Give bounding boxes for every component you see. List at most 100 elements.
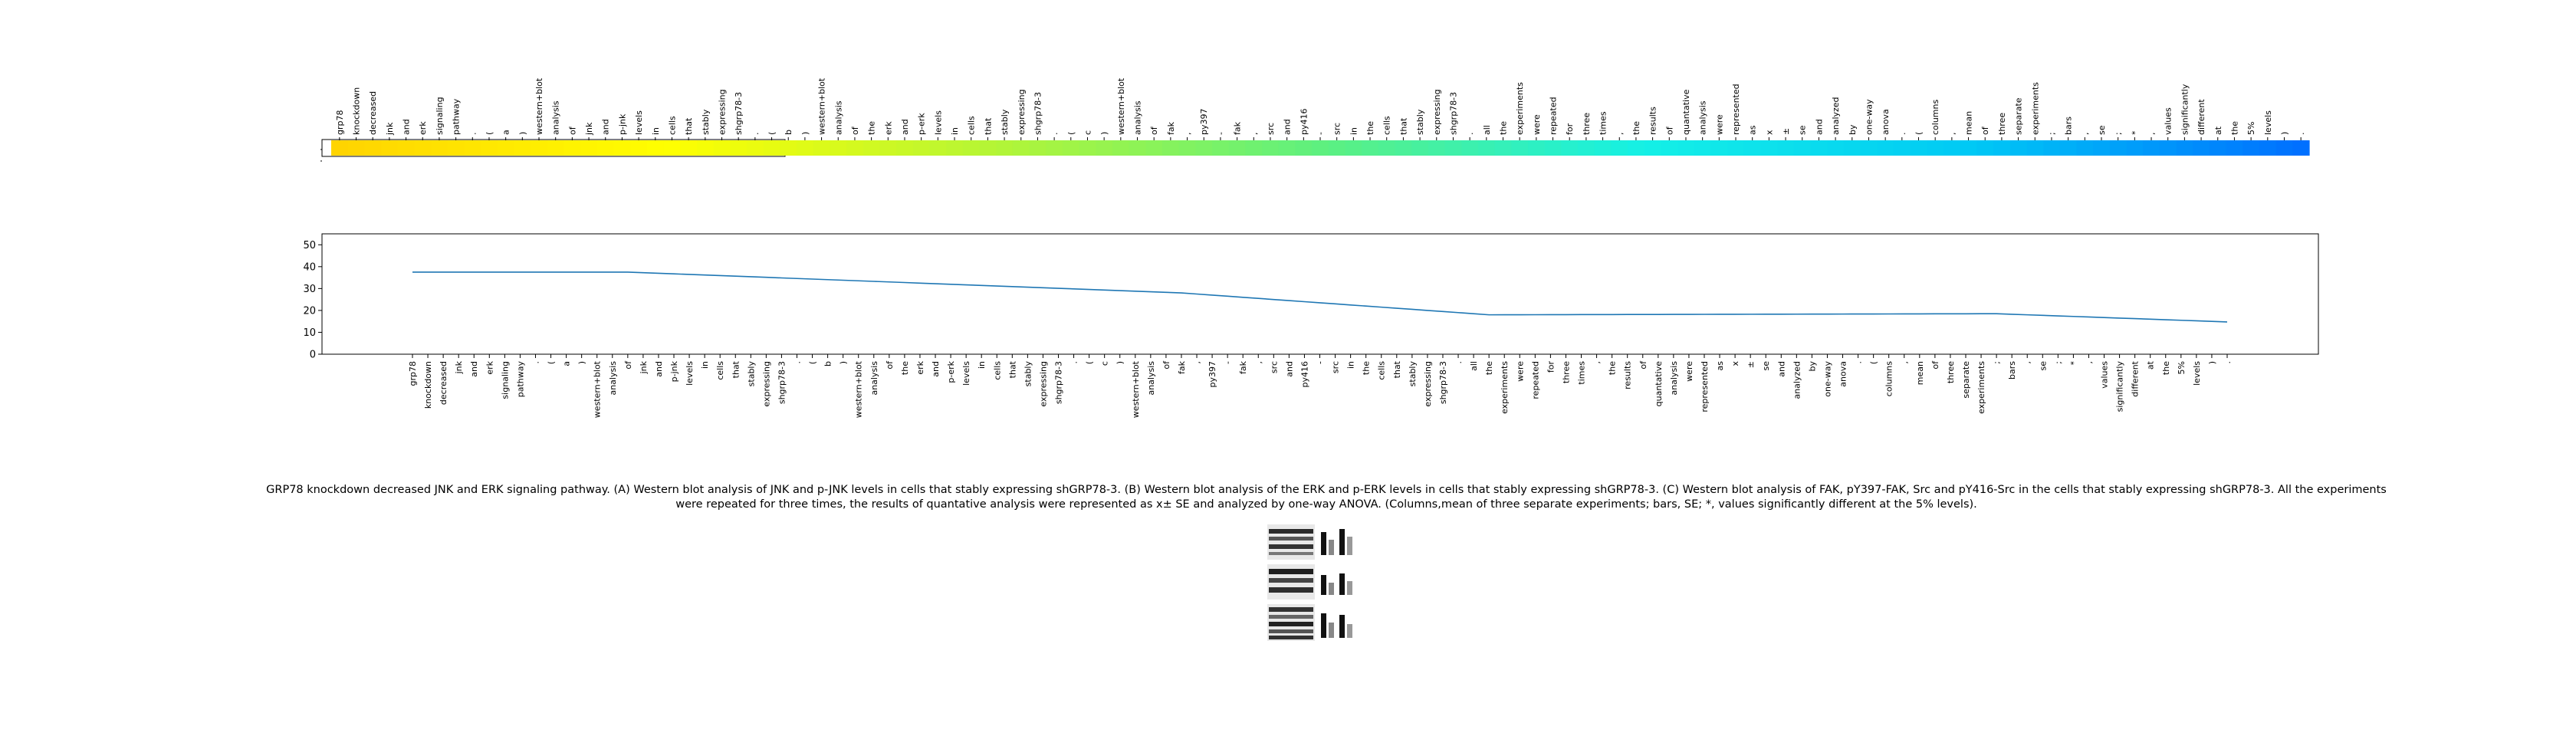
- x-axis-token-label: shgrp78-3: [777, 361, 787, 404]
- x-axis-token-label: ±: [1746, 361, 1756, 368]
- colorbar-token-label: analysis: [1698, 100, 1708, 135]
- colorbar-cell: [1228, 140, 1247, 156]
- y-axis-tick-label: 0: [310, 350, 316, 361]
- x-axis-token-label: analysis: [1669, 361, 1679, 396]
- colorbar-cell: [2043, 140, 2061, 156]
- colorbar-cell: [846, 140, 864, 156]
- colorbar-token-label: stably: [1000, 109, 1010, 135]
- x-axis-token-label: the: [900, 361, 910, 375]
- colorbar-token-label: western+blot: [534, 77, 544, 135]
- colorbar-token-label: columns: [1930, 100, 1940, 135]
- colorbar-token-label: cells: [667, 116, 677, 135]
- colorbar-token-label: separate: [2014, 97, 2024, 135]
- x-axis-token-label: cells: [1377, 361, 1387, 380]
- x-axis-token-label: src: [1331, 361, 1341, 373]
- colorbar-token-label: the: [1365, 121, 1375, 135]
- x-axis-token-label: .: [1854, 361, 1864, 364]
- x-axis-token-label: quantative: [1654, 361, 1664, 407]
- x-axis-token-label: analysis: [1146, 361, 1156, 396]
- x-axis-token-label: were: [1684, 361, 1694, 382]
- colorbar-cell: [1677, 140, 1695, 156]
- colorbar-cell: [1428, 140, 1446, 156]
- colorbar-cell: [912, 140, 931, 156]
- colorbar-token-label: of: [1980, 126, 1990, 135]
- x-axis-token-label: in: [977, 361, 987, 369]
- colorbar-token-label: analysis: [833, 100, 843, 135]
- colorbar-token-label: that: [684, 117, 694, 135]
- x-axis-token-label: ,: [1592, 361, 1602, 364]
- x-axis-token-label: three: [1561, 361, 1571, 383]
- colorbar-token-label: the: [1498, 121, 1508, 135]
- colorbar-token-label: and: [402, 119, 412, 135]
- colorbar-cell: [1793, 140, 1812, 156]
- x-axis-token-label: analysis: [869, 361, 879, 396]
- colorbar-token-label: levels: [2263, 110, 2273, 135]
- colorbar-token-label: levels: [634, 110, 644, 135]
- colorbar-cell: [1328, 140, 1346, 156]
- colorbar-cell: [1378, 140, 1396, 156]
- colorbar-token-label: (: [767, 132, 777, 135]
- colorbar-cell: [1079, 140, 1096, 156]
- colorbar-cell: [1096, 140, 1113, 156]
- x-axis-token-label: levels: [2192, 361, 2202, 386]
- colorbar-cell: [1494, 140, 1512, 156]
- colorbar-token-label: (: [485, 132, 495, 135]
- colorbar-cell: [1628, 140, 1645, 156]
- colorbar-token-label: ): [800, 132, 810, 135]
- x-axis-token-label: experiments: [1976, 361, 1986, 414]
- colorbar-token-label: all: [1482, 125, 1492, 135]
- x-axis-token-label: analysis: [608, 361, 618, 396]
- colorbar-cell: [1411, 140, 1429, 156]
- x-axis-token-label: as: [1715, 361, 1725, 371]
- colorbar-cell: [1827, 140, 1845, 156]
- x-axis-token-label: cells: [992, 361, 1002, 380]
- colorbar-cell: [447, 140, 465, 156]
- colorbar-token-label: (: [1914, 132, 1924, 135]
- x-axis-token-label: a: [562, 361, 572, 366]
- x-axis-token-label: decreased: [439, 361, 449, 405]
- colorbar-token-label: anova: [1881, 109, 1891, 135]
- colorbar-token-label: significantly: [2180, 84, 2190, 135]
- x-axis-token-label: were: [1515, 361, 1525, 382]
- x-axis-token-label: ;: [2053, 361, 2063, 364]
- colorbar-cell: [2275, 140, 2293, 156]
- x-axis-token-label: grp78: [408, 361, 418, 386]
- colorbar-token-label: 5%: [2246, 122, 2256, 135]
- colorbar-token-label: that: [1398, 117, 1408, 135]
- colorbar-cell: [680, 140, 698, 156]
- colorbar-cell: [1012, 140, 1030, 156]
- x-axis-token-label: repeated: [1530, 361, 1540, 399]
- x-axis-token-label: ): [577, 361, 587, 364]
- colorbar-cell: [613, 140, 631, 156]
- colorbar-cell: [1245, 140, 1263, 156]
- colorbar-cell: [646, 140, 665, 156]
- x-axis-token-label: of: [1930, 360, 1940, 370]
- x-axis-token-label: anova: [1838, 361, 1848, 387]
- colorbar-cell: [1743, 140, 1762, 156]
- x-axis-token-label: (: [1085, 361, 1095, 364]
- colorbar-cell: [1528, 140, 1546, 156]
- colorbar-token-label: .: [1050, 133, 1060, 136]
- colorbar-cell: [879, 140, 897, 156]
- colorbar-token-label: ,: [1947, 133, 1957, 136]
- colorbar-cell: [2076, 140, 2094, 156]
- x-axis-token-label: columns: [1884, 361, 1894, 396]
- x-axis-token-label: py416: [1300, 361, 1309, 388]
- colorbar-cell: [2193, 140, 2210, 156]
- x-axis-token-label: in: [700, 361, 710, 369]
- colorbar-token-label: shgrp78-3: [1033, 92, 1043, 135]
- x-axis-token-label: knockdown: [423, 361, 433, 409]
- x-axis-token-label: represented: [1700, 361, 1710, 412]
- colorbar-cell: [780, 140, 797, 156]
- figure-thumbnail: [1261, 521, 1384, 644]
- colorbar-cell: [1112, 140, 1130, 156]
- x-axis-token-label: *: [2068, 361, 2078, 366]
- colorbar-cell: [531, 140, 548, 156]
- colorbar-token-label: erk: [418, 121, 428, 135]
- x-axis-token-label: times: [1577, 361, 1587, 385]
- colorbar-cell: [1727, 140, 1745, 156]
- x-axis-token-label: mean: [1915, 361, 1925, 385]
- colorbar-token-label: values: [2164, 107, 2174, 135]
- x-axis-token-label: cells: [715, 361, 725, 380]
- colorbar-cell: [2159, 140, 2177, 156]
